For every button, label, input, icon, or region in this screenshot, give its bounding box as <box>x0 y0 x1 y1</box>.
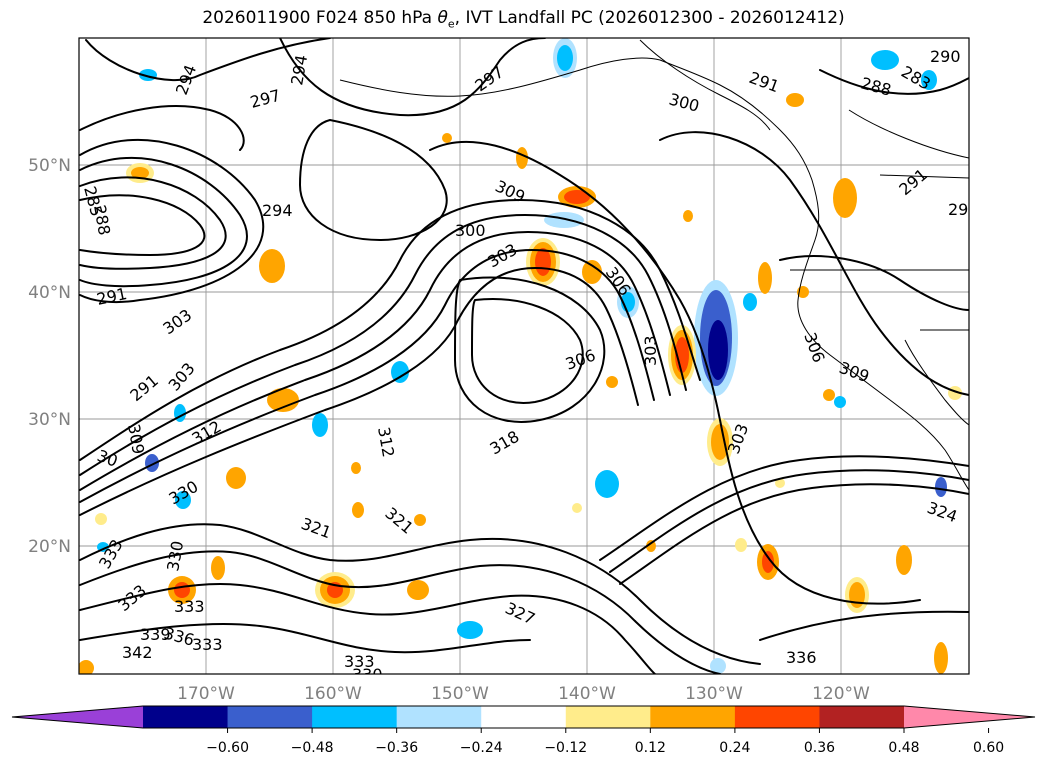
contour-label: 300 <box>455 221 486 240</box>
colorbar-cell <box>312 706 398 728</box>
colorbar-cell <box>143 706 229 728</box>
contour-label: 333 <box>344 652 375 671</box>
colorbar-cell <box>227 706 313 728</box>
colorbar-extend-low <box>12 706 143 728</box>
colorbar: −0.60 −0.48 −0.36 −0.24 −0.12 0.12 0.24 0.36 0.4… <box>11 705 1036 756</box>
theta-e-contours <box>79 38 969 674</box>
lon-tick-label: 130°W <box>685 684 743 704</box>
positive-anomaly-blob-small <box>79 93 962 674</box>
colorbar-tick-label: −0.12 <box>544 740 587 756</box>
lon-tick-label: 150°W <box>431 684 489 704</box>
contour-label: 330 <box>352 665 383 684</box>
colorbar-tick-label: 0.48 <box>888 740 919 756</box>
map-title: 2026011900 F024 850 hPa θe, IVT Landfall… <box>202 8 845 31</box>
lat-tick-label: 20°N <box>28 537 71 557</box>
colorbar-tick-label: 0.36 <box>804 740 835 756</box>
contour-label: 294 <box>262 201 293 220</box>
colorbar-cell <box>565 706 651 728</box>
colorbar-tick-label: 0.24 <box>719 740 750 756</box>
negative-anomaly-blob-gulf <box>553 38 577 78</box>
colorbar-tick-label: −0.48 <box>291 740 334 756</box>
map-frame <box>78 37 970 675</box>
colorbar-tick-label: −0.60 <box>206 740 249 756</box>
contour-label: 303 <box>641 335 660 366</box>
gridlines <box>79 38 969 674</box>
lon-tick-label: 170°W <box>177 684 235 704</box>
contour-label: 342 <box>122 643 153 662</box>
colorbar-tick-label: −0.36 <box>375 740 418 756</box>
map-area: 294 294 297 297 291 288 283 285 288 291 … <box>79 38 969 684</box>
colorbar-tick-label: −0.24 <box>460 740 503 756</box>
colorbar-cell <box>819 706 905 728</box>
contour-label: 290 <box>930 47 961 66</box>
lat-tick-label: 30°N <box>28 410 71 430</box>
colorbar-cell <box>650 706 736 728</box>
lon-tick-label: 160°W <box>304 684 362 704</box>
coastlines <box>339 39 969 491</box>
contour-label: 333 <box>174 597 205 616</box>
contour-label: 333 <box>192 635 223 654</box>
lon-tick-label: 120°W <box>812 684 870 704</box>
lat-tick-label: 40°N <box>28 283 71 303</box>
colorbar-tick-label: 0.12 <box>635 740 666 756</box>
negative-anomaly-blob-coast <box>694 280 738 396</box>
lon-tick-label: 140°W <box>558 684 616 704</box>
negative-anomaly-blob-small <box>97 50 947 674</box>
colorbar-cell <box>481 706 567 728</box>
colorbar-tick-label: 0.60 <box>973 740 1004 756</box>
contour-label: 339 <box>140 625 171 644</box>
contour-label: 336 <box>786 648 817 667</box>
contour-label: 29 <box>948 200 968 219</box>
colorbar-extend-high <box>904 706 1035 728</box>
latitude-axis: 50°N 40°N 30°N 20°N <box>28 156 71 557</box>
colorbar-cell <box>396 706 482 728</box>
lat-tick-label: 50°N <box>28 156 71 176</box>
colorbar-cell <box>734 706 820 728</box>
longitude-axis: 170°W 160°W 150°W 140°W 130°W 120°W <box>177 684 870 704</box>
